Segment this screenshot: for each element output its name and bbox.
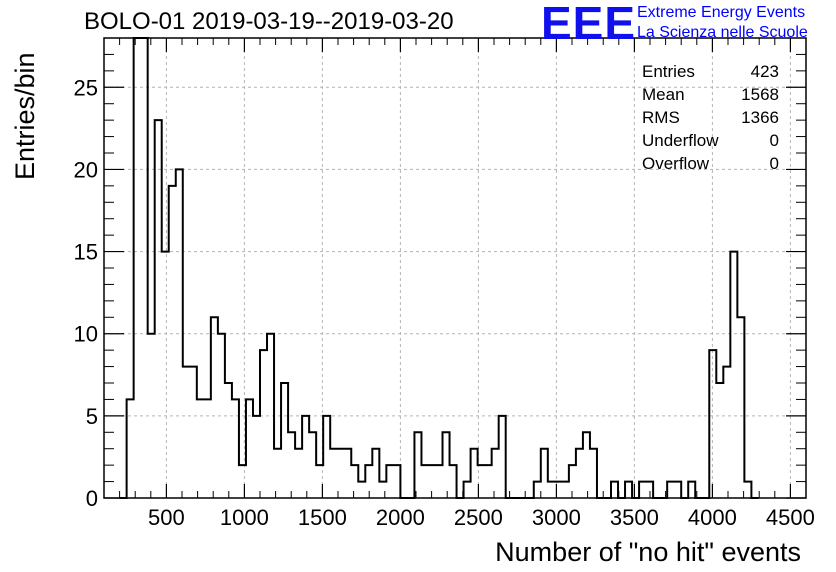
x-tick-label: 500 <box>148 505 185 530</box>
y-axis-label: Entries/bin <box>10 52 40 180</box>
y-tick-label: 10 <box>74 322 98 347</box>
x-tick-label: 2000 <box>376 505 425 530</box>
stats-box: Entries 423 Mean 1568 RMS 1366 Underflow 0 O… <box>642 60 779 175</box>
histogram-line <box>119 37 759 499</box>
x-axis-label: Number of "no hit" events <box>495 537 801 567</box>
stats-row-mean: Mean 1568 <box>642 85 779 104</box>
x-tick-label: 3000 <box>532 505 581 530</box>
x-tick-label: 1000 <box>220 505 269 530</box>
logo-line2: La Scienza nelle Scuole <box>637 24 808 41</box>
stats-row-rms: RMS 1366 <box>642 108 779 127</box>
x-tick-label: 1500 <box>298 505 347 530</box>
eee-logo: EEE <box>541 0 637 49</box>
y-tick-label: 20 <box>74 157 98 182</box>
stats-row-overflow: Overflow 0 <box>642 154 779 173</box>
tick-labels: 500 1000 1500 2000 2500 3000 3500 4000 4500 0 5 10 1… <box>74 75 815 530</box>
chart-title: BOLO-01 2019-03-19--2019-03-20 <box>84 8 454 35</box>
x-tick-label: 2500 <box>454 505 503 530</box>
plot-frame <box>103 37 807 499</box>
x-tick-label: 3500 <box>610 505 659 530</box>
stats-row-underflow: Underflow 0 <box>642 131 779 150</box>
y-tick-label: 15 <box>74 240 98 265</box>
stats-row-entries: Entries 423 <box>642 62 779 81</box>
axis-ticks <box>103 37 807 499</box>
logo-text: Extreme Energy Events La Scienza nelle S… <box>637 3 808 43</box>
y-tick-label: 5 <box>86 404 98 429</box>
y-tick-label: 0 <box>86 486 98 511</box>
x-tick-label: 4000 <box>688 505 737 530</box>
grid-lines <box>104 38 806 498</box>
x-tick-label: 4500 <box>766 505 815 530</box>
logo-line1: Extreme Energy Events <box>637 4 806 21</box>
y-tick-label: 25 <box>74 75 98 100</box>
